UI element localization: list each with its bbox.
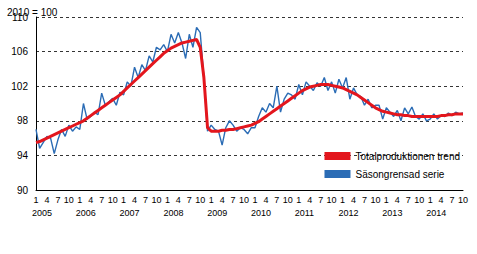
svg-text:10: 10	[283, 195, 293, 205]
svg-text:7: 7	[406, 195, 411, 205]
svg-text:1: 1	[340, 195, 345, 205]
svg-text:4: 4	[395, 195, 400, 205]
svg-text:7: 7	[362, 195, 367, 205]
svg-text:7: 7	[55, 195, 60, 205]
svg-text:10: 10	[64, 195, 74, 205]
svg-text:7: 7	[318, 195, 323, 205]
svg-text:106: 106	[11, 46, 28, 57]
svg-text:98: 98	[17, 115, 29, 126]
svg-text:1: 1	[428, 195, 433, 205]
svg-text:1: 1	[121, 195, 126, 205]
svg-text:1: 1	[209, 195, 214, 205]
svg-text:102: 102	[11, 81, 28, 92]
svg-text:2012: 2012	[339, 208, 359, 218]
svg-text:4: 4	[176, 195, 181, 205]
svg-text:4: 4	[88, 195, 93, 205]
svg-text:90: 90	[17, 185, 29, 196]
svg-text:4: 4	[44, 195, 49, 205]
svg-text:7: 7	[99, 195, 104, 205]
svg-text:2007: 2007	[120, 208, 140, 218]
svg-text:4: 4	[132, 195, 137, 205]
svg-text:1: 1	[384, 195, 389, 205]
svg-text:10: 10	[370, 195, 380, 205]
svg-text:10: 10	[239, 195, 249, 205]
svg-text:10: 10	[195, 195, 205, 205]
svg-text:2014: 2014	[426, 208, 446, 218]
svg-text:4: 4	[220, 195, 225, 205]
svg-text:2013: 2013	[382, 208, 402, 218]
svg-text:7: 7	[450, 195, 455, 205]
svg-text:Totalproduktionen trend: Totalproduktionen trend	[355, 151, 460, 162]
svg-text:1: 1	[252, 195, 257, 205]
svg-text:1: 1	[33, 195, 38, 205]
svg-text:2010: 2010	[251, 208, 271, 218]
svg-text:10: 10	[151, 195, 161, 205]
svg-text:10: 10	[414, 195, 424, 205]
svg-text:2006: 2006	[76, 208, 96, 218]
svg-text:7: 7	[231, 195, 236, 205]
svg-text:2005: 2005	[32, 208, 52, 218]
svg-text:94: 94	[17, 150, 29, 161]
svg-text:10: 10	[458, 195, 468, 205]
svg-text:10: 10	[327, 195, 337, 205]
svg-text:2010 = 100: 2010 = 100	[7, 7, 58, 18]
svg-text:2008: 2008	[163, 208, 183, 218]
svg-text:4: 4	[307, 195, 312, 205]
svg-text:1: 1	[165, 195, 170, 205]
svg-text:2009: 2009	[207, 208, 227, 218]
svg-text:7: 7	[274, 195, 279, 205]
svg-text:4: 4	[351, 195, 356, 205]
svg-text:10: 10	[108, 195, 118, 205]
svg-text:1: 1	[77, 195, 82, 205]
svg-text:7: 7	[187, 195, 192, 205]
svg-text:1: 1	[296, 195, 301, 205]
svg-text:7: 7	[143, 195, 148, 205]
svg-text:4: 4	[439, 195, 444, 205]
svg-text:Säsongrensad serie: Säsongrensad serie	[355, 169, 444, 180]
svg-text:4: 4	[263, 195, 268, 205]
svg-text:2011: 2011	[295, 208, 314, 218]
